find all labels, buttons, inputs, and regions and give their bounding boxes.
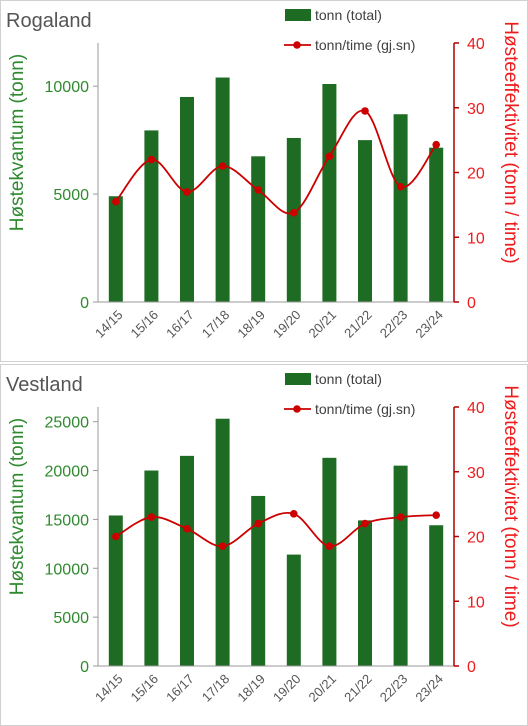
bar — [322, 457, 337, 666]
x-tick-label: 14/15 — [92, 307, 126, 341]
right-axis-title: Høsteeffektivitet (tonn / time) — [500, 21, 521, 264]
line-point — [147, 155, 156, 164]
line-point — [218, 162, 227, 170]
bar — [286, 137, 301, 302]
bar — [108, 515, 123, 666]
left-tick-label: 10000 — [45, 79, 90, 96]
legend-bar-label: tonn (total) — [315, 7, 382, 23]
line-point — [218, 542, 227, 551]
x-tick-label: 23/24 — [412, 671, 446, 705]
right-tick-label: 0 — [467, 659, 476, 676]
x-tick-label: 17/18 — [199, 307, 233, 341]
left-tick-label: 25000 — [45, 415, 90, 432]
legend-bar-label: tonn (total) — [315, 371, 382, 387]
right-tick-label: 30 — [467, 465, 485, 482]
right-tick-label: 30 — [467, 101, 485, 118]
efficiency-line — [115, 512, 437, 548]
left-tick-label: 15000 — [45, 512, 90, 529]
line-point — [254, 519, 262, 528]
line-point — [147, 513, 156, 521]
x-tick-label: 19/20 — [270, 671, 304, 705]
bar — [322, 84, 337, 302]
bar — [251, 156, 266, 302]
bar — [215, 77, 230, 303]
x-tick-label: 15/16 — [128, 307, 162, 341]
line-point — [290, 510, 298, 518]
left-tick-label: 5000 — [53, 610, 89, 627]
line-point — [290, 208, 298, 217]
x-tick-label: 16/17 — [163, 307, 197, 341]
left-tick-label: 10000 — [45, 561, 90, 578]
line-point — [396, 182, 405, 191]
right-tick-label: 0 — [467, 295, 476, 312]
x-tick-label: 21/22 — [341, 671, 375, 705]
left-axis-title: Høstekvantum (tonn) — [7, 54, 28, 231]
left-tick-label: 5000 — [53, 187, 89, 204]
chart-title: Vestland — [6, 374, 83, 396]
line-point — [254, 186, 262, 194]
x-tick-label: 18/19 — [234, 671, 268, 705]
legend-bar-swatch — [285, 9, 311, 21]
bar — [108, 196, 123, 302]
x-tick-label: 20/21 — [306, 671, 340, 705]
x-tick-label: 14/15 — [92, 671, 126, 705]
right-tick-label: 20 — [467, 166, 485, 183]
x-tick-label: 20/21 — [306, 307, 340, 341]
line-point — [432, 511, 441, 519]
bar — [180, 96, 194, 302]
vestland-chart-panel: Vestland 0 5000 10000 15000 20000 25000 0 10 20 30… — [0, 364, 528, 726]
line-point — [112, 197, 120, 206]
rogaland-chart: Rogaland 0 5000 10000 0 10 20 30 40 14/15 15/16 16/… — [6, 7, 521, 341]
rogaland-chart-panel: Rogaland 0 5000 10000 0 10 20 30 40 14/15 15/16 16/… — [0, 0, 528, 362]
x-tick-label: 23/24 — [412, 307, 446, 341]
legend-line-marker — [293, 41, 301, 49]
line-point — [325, 152, 334, 161]
line-point — [183, 188, 191, 196]
bar — [215, 418, 230, 666]
bar — [144, 470, 159, 666]
chart-title: Rogaland — [6, 10, 92, 32]
bar — [393, 114, 408, 302]
bar — [358, 140, 372, 302]
line-point — [361, 519, 369, 528]
x-tick-label: 17/18 — [199, 671, 233, 705]
left-axis-title: Høstekvantum (tonn) — [7, 418, 28, 595]
right-axis-title: Høsteeffektivitet (tonn / time) — [500, 385, 521, 628]
right-tick-label: 10 — [467, 230, 485, 247]
bar — [429, 525, 444, 666]
x-tick-label: 21/22 — [341, 307, 375, 341]
line-point — [361, 107, 369, 115]
bar — [393, 465, 408, 666]
x-tick-label: 15/16 — [128, 671, 162, 705]
left-tick-label: 0 — [80, 295, 89, 312]
line-point — [112, 532, 120, 541]
x-tick-label: 19/20 — [270, 307, 304, 341]
bar — [251, 495, 266, 666]
bar — [358, 520, 372, 666]
legend-line-label: tonn/time (gj.sn) — [315, 37, 415, 53]
legend-bar-swatch — [285, 373, 311, 385]
right-tick-label: 20 — [467, 530, 485, 547]
left-tick-label: 0 — [80, 659, 89, 676]
line-point — [183, 524, 191, 533]
right-tick-label: 40 — [467, 36, 485, 53]
right-tick-label: 40 — [467, 400, 485, 417]
bar — [429, 147, 444, 302]
bar — [180, 455, 194, 666]
x-tick-label: 22/23 — [377, 307, 411, 341]
line-point — [396, 513, 405, 521]
left-tick-label: 20000 — [45, 464, 90, 481]
legend-line-label: tonn/time (gj.sn) — [315, 401, 415, 417]
bar — [144, 130, 159, 302]
legend-line-marker — [293, 405, 301, 413]
efficiency-line — [115, 109, 437, 215]
x-tick-label: 18/19 — [234, 307, 268, 341]
vestland-chart: Vestland 0 5000 10000 15000 20000 25000 0 10 20 30… — [6, 371, 521, 705]
line-point — [432, 140, 441, 149]
right-tick-label: 10 — [467, 594, 485, 611]
x-tick-label: 22/23 — [377, 671, 411, 705]
bar — [286, 554, 301, 666]
x-tick-label: 16/17 — [163, 671, 197, 705]
line-point — [325, 542, 334, 551]
